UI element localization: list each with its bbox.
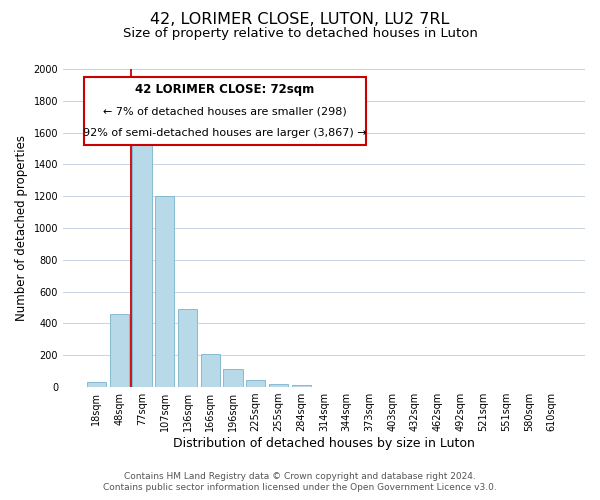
Bar	[246, 380, 265, 387]
Text: 42, LORIMER CLOSE, LUTON, LU2 7RL: 42, LORIMER CLOSE, LUTON, LU2 7RL	[151, 12, 449, 28]
Text: Contains public sector information licensed under the Open Government Licence v3: Contains public sector information licen…	[103, 484, 497, 492]
Text: 42 LORIMER CLOSE: 72sqm: 42 LORIMER CLOSE: 72sqm	[135, 83, 314, 96]
Bar	[223, 369, 242, 387]
Bar	[178, 309, 197, 387]
Bar	[200, 354, 220, 387]
Bar	[87, 382, 106, 387]
Text: 92% of semi-detached houses are larger (3,867) →: 92% of semi-detached houses are larger (…	[83, 128, 367, 138]
FancyBboxPatch shape	[84, 77, 366, 146]
Text: Contains HM Land Registry data © Crown copyright and database right 2024.: Contains HM Land Registry data © Crown c…	[124, 472, 476, 481]
Bar	[110, 314, 129, 387]
Text: ← 7% of detached houses are smaller (298): ← 7% of detached houses are smaller (298…	[103, 106, 347, 116]
Bar	[269, 384, 288, 387]
Bar	[155, 196, 175, 387]
Bar	[132, 132, 152, 387]
Y-axis label: Number of detached properties: Number of detached properties	[15, 135, 28, 321]
Bar	[292, 386, 311, 387]
X-axis label: Distribution of detached houses by size in Luton: Distribution of detached houses by size …	[173, 437, 475, 450]
Text: Size of property relative to detached houses in Luton: Size of property relative to detached ho…	[122, 28, 478, 40]
